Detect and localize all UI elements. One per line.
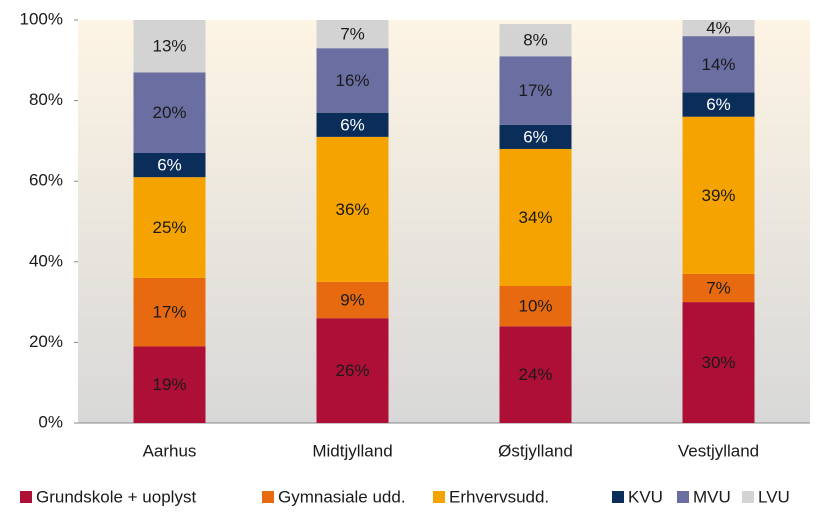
data-label: 19% (152, 375, 186, 394)
bar-segment (316, 112, 389, 137)
bar-segment (133, 277, 206, 347)
data-label: 26% (335, 361, 369, 380)
data-label: 8% (523, 31, 548, 50)
y-tick-label: 100% (20, 9, 63, 28)
data-label: 34% (518, 208, 552, 227)
bar-segment (499, 285, 572, 327)
legend-swatch (20, 491, 32, 503)
bar-segment (682, 92, 755, 117)
data-label: 17% (152, 303, 186, 322)
bar-segment (499, 148, 572, 286)
data-label: 9% (340, 291, 365, 310)
bar-segment (682, 36, 755, 93)
y-tick-label: 20% (29, 332, 63, 351)
data-label: 36% (335, 200, 369, 219)
legend-label: Grundskole + uoplyst (36, 487, 196, 506)
bar-segment (133, 152, 206, 178)
data-label: 25% (152, 218, 186, 237)
bar-segment (133, 72, 206, 153)
bar-segment (316, 136, 389, 282)
legend-swatch (612, 491, 624, 503)
data-label: 13% (152, 37, 186, 56)
legend-label: MVU (693, 487, 731, 506)
legend-swatch (262, 491, 274, 503)
bar-segment (682, 116, 755, 274)
data-label: 20% (152, 103, 186, 122)
bar-segment (682, 20, 755, 37)
x-tick-label: Midtjylland (312, 441, 392, 460)
data-label: 6% (340, 115, 365, 134)
bar-segment (316, 318, 389, 423)
x-tick-label: Østjylland (498, 441, 573, 460)
data-label: 24% (518, 365, 552, 384)
bar-segment (316, 48, 389, 113)
bar-segment (316, 281, 389, 319)
data-label: 16% (335, 71, 369, 90)
bar-segment (499, 56, 572, 125)
legend-label: Gymnasiale udd. (278, 487, 406, 506)
data-label: 4% (706, 19, 731, 38)
bar-segment (316, 20, 389, 49)
bar-segment (133, 177, 206, 278)
legend-label: KVU (628, 487, 663, 506)
x-tick-label: Vestjylland (678, 441, 759, 460)
legend-swatch (677, 491, 689, 503)
legend-swatch (742, 491, 754, 503)
y-tick-label: 40% (29, 251, 63, 270)
data-label: 30% (701, 353, 735, 372)
bar-segment (682, 302, 755, 423)
data-label: 7% (706, 278, 731, 297)
data-label: 7% (340, 25, 365, 44)
bar-segment (133, 346, 206, 423)
bar-segment (499, 24, 572, 57)
legend-label: LVU (758, 487, 790, 506)
data-label: 6% (523, 127, 548, 146)
data-label: 6% (706, 95, 731, 114)
data-label: 17% (518, 81, 552, 100)
data-label: 10% (518, 297, 552, 316)
y-tick-label: 0% (38, 412, 63, 431)
legend-label: Erhvervsudd. (449, 487, 549, 506)
x-tick-label: Aarhus (143, 441, 197, 460)
y-tick-label: 60% (29, 171, 63, 190)
bar-segment (682, 273, 755, 303)
data-label: 39% (701, 186, 735, 205)
data-label: 6% (157, 156, 182, 175)
legend-swatch (433, 491, 445, 503)
y-tick-label: 80% (29, 90, 63, 109)
bar-segment (133, 20, 206, 73)
bar-segment (499, 326, 572, 423)
bar-segment (499, 124, 572, 149)
data-label: 14% (701, 55, 735, 74)
